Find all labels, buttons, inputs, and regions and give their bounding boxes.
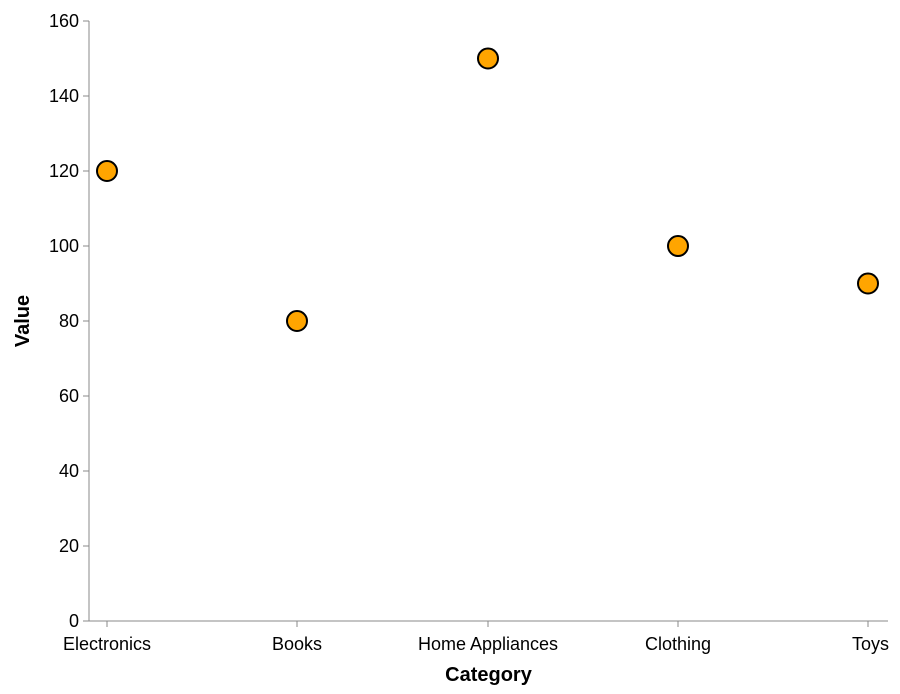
y-tick-label-40: 40 [59, 461, 79, 481]
point-books [286, 310, 308, 332]
point-clothing [667, 235, 689, 257]
x-tick-label-home-appliances: Home Appliances [418, 634, 558, 654]
y-axis-title: Value [12, 295, 34, 347]
y-tick-label-20: 20 [59, 536, 79, 556]
x-tick-label-clothing: Clothing [645, 634, 711, 654]
y-tick-label-120: 120 [49, 161, 79, 181]
y-tick-label-160: 160 [49, 11, 79, 31]
x-axis-title: Category [445, 664, 533, 686]
y-tick-label-100: 100 [49, 236, 79, 256]
x-tick-label-toys: Toys [852, 634, 889, 654]
point-toys [857, 272, 879, 295]
point-electronics [96, 160, 118, 182]
y-tick-label-0: 0 [69, 611, 79, 631]
y-tick-label-140: 140 [49, 86, 79, 106]
x-tick-label-electronics: Electronics [63, 634, 151, 654]
x-tick-label-books: Books [272, 634, 322, 654]
data-points [96, 47, 879, 332]
y-axis: 0 20 40 60 80 100 120 140 160 [49, 11, 90, 631]
x-axis: Electronics Books Home Appliances Clothing T… [63, 620, 889, 654]
y-tick-label-80: 80 [59, 311, 79, 331]
y-tick-label-60: 60 [59, 386, 79, 406]
point-home-appliances [477, 47, 499, 70]
